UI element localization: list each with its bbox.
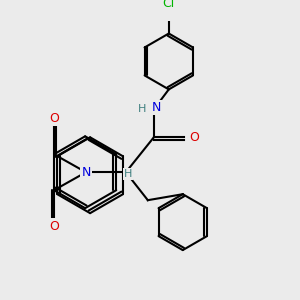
Text: N: N xyxy=(81,166,91,179)
Text: N: N xyxy=(152,101,161,114)
Text: H: H xyxy=(124,169,132,179)
Text: Cl: Cl xyxy=(163,0,175,10)
Text: O: O xyxy=(49,112,59,125)
Text: O: O xyxy=(189,131,199,144)
Text: O: O xyxy=(49,220,59,232)
Text: H: H xyxy=(138,104,146,114)
